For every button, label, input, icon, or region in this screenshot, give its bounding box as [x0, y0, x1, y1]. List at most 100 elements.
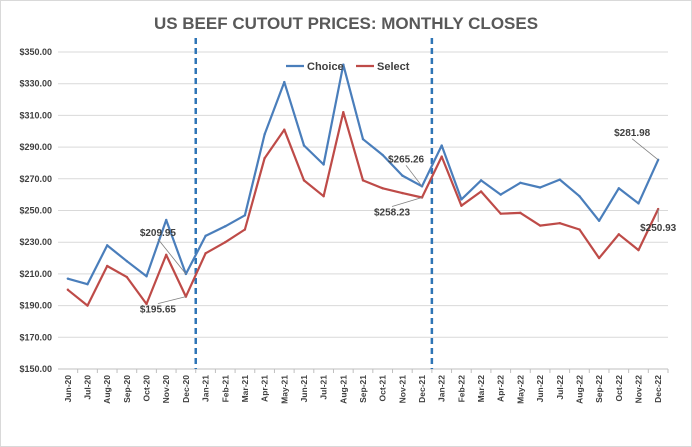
data-point-select [578, 228, 581, 231]
y-tick-label: $210.00 [19, 269, 52, 279]
x-tick-label: May-22 [515, 375, 525, 404]
x-tick-label: Feb-22 [456, 375, 466, 403]
annotation-label: $258.23 [374, 207, 411, 218]
x-tick-label: Dec-22 [653, 375, 663, 403]
annotation-leader [631, 138, 659, 161]
data-point-select [125, 275, 129, 279]
data-point-choice [637, 202, 640, 205]
data-point-choice [538, 186, 542, 189]
x-tick-label: Mar-21 [240, 375, 250, 403]
x-tick-label: Nov-22 [633, 375, 643, 404]
data-point-choice [125, 260, 129, 263]
x-tick-label: Mar-22 [476, 375, 486, 403]
y-tick-label: $230.00 [19, 237, 52, 247]
annotation-label: $209.95 [140, 228, 177, 239]
data-point-select [597, 256, 601, 260]
x-tick-label: Sep-22 [594, 375, 604, 403]
data-point-select [558, 221, 561, 225]
data-point-choice [86, 283, 89, 286]
x-tick-label: Dec-20 [181, 375, 191, 403]
data-point-select [165, 253, 168, 257]
x-tick-label: Jan-21 [201, 375, 211, 402]
data-point-choice [361, 137, 365, 141]
data-point-select [184, 295, 188, 298]
period-separators [194, 38, 434, 369]
x-tick-label: Jun-21 [299, 375, 309, 403]
data-point-choice [499, 193, 502, 196]
data-point-select [302, 179, 306, 182]
x-axis-ticks: Jun-20 Jul-20 Aug-20 Sep-20 Oct-20 Nov-20 Dec-… [63, 369, 669, 404]
legend-label-choice: Choice [307, 61, 344, 73]
x-tick-label: Jun-22 [535, 375, 545, 403]
series-line-choice [67, 63, 660, 286]
data-point-choice [302, 144, 306, 147]
x-tick-label: Oct-22 [614, 375, 624, 402]
data-point-select [105, 264, 109, 268]
data-point-select [66, 288, 70, 291]
data-point-choice [401, 174, 404, 177]
data-point-select [342, 111, 345, 114]
y-tick-label: $270.00 [19, 174, 52, 184]
gridlines [58, 51, 668, 370]
legend: Choice Select [286, 61, 410, 73]
data-point-select [519, 211, 522, 215]
y-tick-label: $290.00 [19, 142, 52, 152]
y-axis-ticks: $150.00 $170.00 $190.00 $210.00 $230.00 $250.… [19, 47, 52, 374]
x-tick-label: Jun-20 [63, 375, 73, 403]
data-point-select [499, 212, 502, 215]
data-point-choice [224, 225, 227, 228]
data-point-choice [145, 275, 148, 278]
data-point-select [460, 204, 463, 207]
data-point-select [538, 224, 542, 227]
series-lines [66, 63, 660, 307]
x-tick-label: Jul-20 [83, 375, 93, 400]
data-point-select [637, 248, 640, 252]
legend-label-select: Select [377, 61, 410, 73]
annotation-leader [157, 238, 187, 275]
data-point-select [401, 191, 404, 195]
x-tick-label: Oct-21 [378, 375, 388, 402]
data-point-select [361, 179, 365, 182]
data-point-select [283, 128, 286, 131]
annotation-label: $265.26 [388, 154, 425, 165]
x-tick-label: Jul-22 [555, 375, 565, 400]
data-point-choice [440, 144, 443, 147]
data-point-choice [342, 63, 345, 66]
data-point-choice [617, 187, 621, 190]
x-tick-label: Aug-22 [574, 375, 584, 404]
data-point-select [86, 304, 89, 307]
x-tick-label: Apr-21 [260, 375, 270, 402]
data-point-select [381, 187, 384, 190]
data-point-select [224, 241, 227, 244]
data-point-select [440, 155, 443, 158]
data-point-select [479, 190, 483, 193]
data-point-select [204, 252, 207, 255]
annotation-leader [391, 197, 423, 207]
x-tick-label: Apr-22 [496, 375, 506, 402]
data-point-choice [322, 163, 325, 166]
y-tick-label: $170.00 [19, 332, 52, 342]
data-point-choice [381, 153, 384, 157]
annotation-label: $281.98 [614, 128, 651, 139]
annotation-label: $195.65 [140, 305, 177, 316]
x-tick-label: Aug-20 [102, 375, 112, 404]
annotation-label: $250.93 [640, 223, 677, 234]
y-tick-label: $330.00 [19, 79, 52, 89]
data-point-choice [519, 181, 522, 184]
x-tick-label: Aug-21 [338, 375, 348, 404]
y-tick-label: $350.00 [19, 47, 52, 57]
data-point-choice [558, 178, 561, 181]
x-tick-label: Feb-21 [220, 375, 230, 403]
x-tick-label: Jan-22 [437, 375, 447, 402]
data-point-choice [597, 219, 601, 223]
annotation-leader [157, 296, 187, 305]
annotation-leader [405, 165, 423, 187]
data-point-choice [165, 218, 168, 222]
y-tick-label: $150.00 [19, 364, 52, 374]
series-line-select [67, 111, 660, 307]
x-tick-label: Nov-20 [161, 375, 171, 404]
x-tick-label: Oct-20 [142, 375, 152, 402]
data-point-choice [283, 80, 286, 84]
data-point-choice [460, 198, 463, 201]
